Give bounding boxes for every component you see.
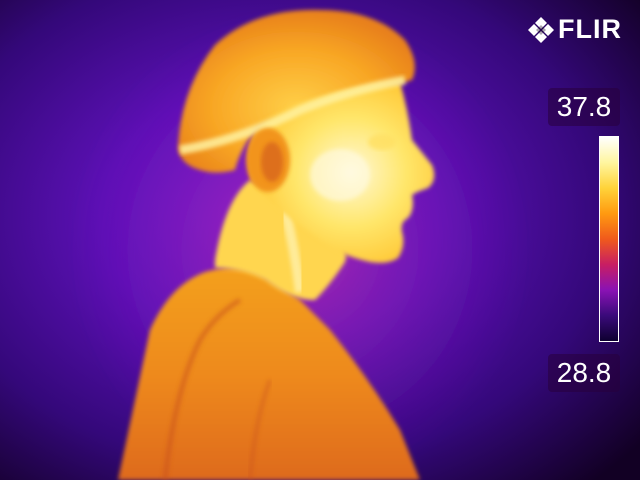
temperature-color-scale — [599, 136, 619, 342]
brand-name: FLIR — [558, 16, 622, 43]
flir-diamond-icon — [528, 17, 554, 43]
brand-logo: FLIR — [528, 16, 622, 43]
max-temperature-label: 37.8 — [548, 88, 620, 126]
min-temperature-label: 28.8 — [548, 354, 620, 392]
